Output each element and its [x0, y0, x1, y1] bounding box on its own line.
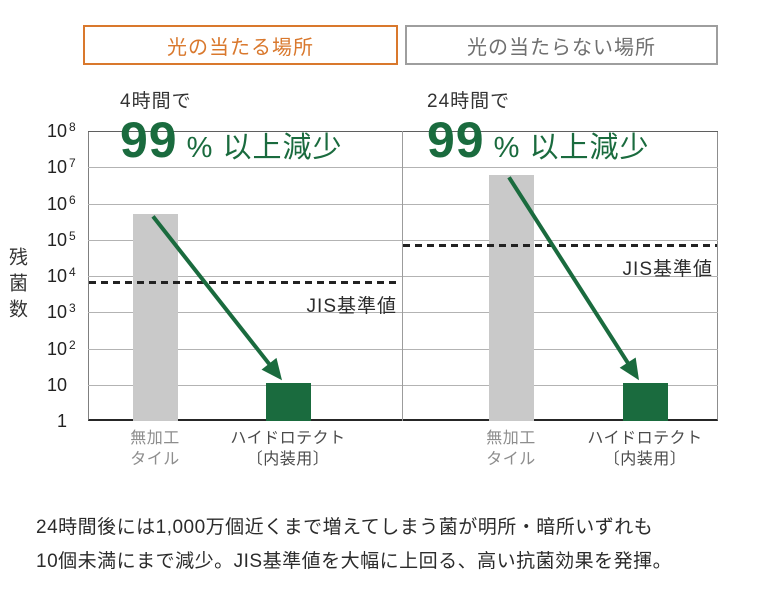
x-label-line: 〔内装用〕	[246, 451, 330, 468]
headline-percent-suffix: % 以上減少	[186, 132, 343, 164]
x-label-line: 〔内装用〕	[603, 451, 687, 468]
chart-headline: 4時間で 99% 以上減少	[120, 90, 342, 165]
x-label-line: 無加工	[486, 430, 536, 447]
caption: 24時間後には1,000万個近くまで増えてしまう菌が明所・暗所いずれも 10個未…	[36, 511, 672, 579]
y-tick-base: 10	[46, 121, 67, 141]
tab-unlit-area[interactable]: 光の当たらない場所	[405, 25, 718, 65]
y-tick-exponent: 8	[69, 120, 76, 134]
y-tick-label: 10 8	[0, 119, 85, 143]
y-tick-label: 10 3	[0, 300, 85, 324]
y-tick-label: 10 7	[0, 155, 85, 179]
chart-headline: 24時間で 99% 以上減少	[427, 90, 649, 165]
x-label-line: ハイドロテクト	[587, 430, 703, 447]
headline-time: 24時間で	[427, 91, 511, 112]
gridline	[88, 348, 718, 350]
y-tick-label: 10 6	[0, 192, 85, 216]
y-tick-base: 1	[56, 411, 67, 431]
y-tick-base: 10	[46, 229, 67, 250]
headline-reduction: 99% 以上減少	[427, 112, 650, 168]
y-tick-label: 10 2	[0, 337, 85, 361]
y-tick-label: 1	[0, 409, 85, 433]
headline-percent-value: 99	[427, 112, 485, 168]
y-tick-base: 10	[46, 266, 67, 286]
x-label-hydrotect-interior: ハイドロテクト 〔内装用〕	[570, 428, 720, 470]
y-axis-title: 残菌数	[6, 247, 27, 325]
headline-percent-suffix: % 以上減少	[493, 132, 650, 164]
x-label-line: 無加工	[130, 430, 180, 447]
caption-line-2: 10個未満にまで減少。JIS基準値を大幅に上回る、高い抗菌効果を発揮。	[36, 551, 673, 572]
gridline	[88, 312, 718, 314]
y-tick-exponent: 2	[69, 337, 76, 352]
panel-divider	[402, 131, 403, 421]
jis-standard-line	[89, 280, 401, 284]
gridline	[88, 167, 718, 169]
gridline-top	[88, 131, 718, 132]
x-label-line: タイル	[486, 451, 536, 468]
y-tick-base: 10	[46, 338, 67, 359]
x-label-line: タイル	[130, 451, 180, 468]
tab-lit-area[interactable]: 光の当たる場所	[83, 25, 398, 65]
bar-untreated-tile	[132, 214, 178, 421]
y-tick-exponent: 3	[69, 301, 76, 316]
y-tick-label: 10 4	[0, 264, 85, 288]
y-tick-base: 10	[46, 157, 67, 178]
y-tick-label: 10	[0, 373, 85, 397]
jis-standard-label: JIS基準値	[622, 259, 713, 281]
y-tick-exponent: 7	[69, 156, 76, 171]
bar-untreated-tile	[488, 175, 534, 421]
bar-hydrotect-interior	[622, 383, 668, 421]
headline-time: 4時間で	[120, 91, 192, 112]
headline-reduction: 99% 以上減少	[120, 112, 343, 168]
caption-line-1: 24時間後には1,000万個近くまで増えてしまう菌が明所・暗所いずれも	[36, 517, 654, 538]
x-label-untreated-tile: 無加工 タイル	[436, 428, 586, 470]
y-tick-base: 10	[46, 374, 67, 395]
gridline	[88, 203, 718, 205]
y-tick-exponent: 6	[69, 192, 76, 207]
x-label-untreated-tile: 無加工 タイル	[80, 428, 230, 470]
x-label-hydrotect-interior: ハイドロテクト 〔内装用〕	[213, 428, 363, 470]
gridline	[88, 239, 718, 241]
y-tick-label: 10 5	[0, 228, 85, 252]
gridline	[88, 384, 718, 386]
y-tick-base: 10	[46, 302, 67, 323]
headline-percent-value: 99	[120, 112, 178, 168]
y-tick-exponent: 4	[69, 265, 76, 279]
y-tick-base: 10	[46, 193, 67, 214]
x-label-line: ハイドロテクト	[230, 430, 346, 447]
y-tick-exponent: 5	[69, 228, 76, 243]
jis-standard-line	[403, 244, 717, 248]
bar-hydrotect-interior	[265, 383, 311, 421]
gridline	[88, 276, 718, 277]
jis-standard-label: JIS基準値	[306, 295, 397, 317]
